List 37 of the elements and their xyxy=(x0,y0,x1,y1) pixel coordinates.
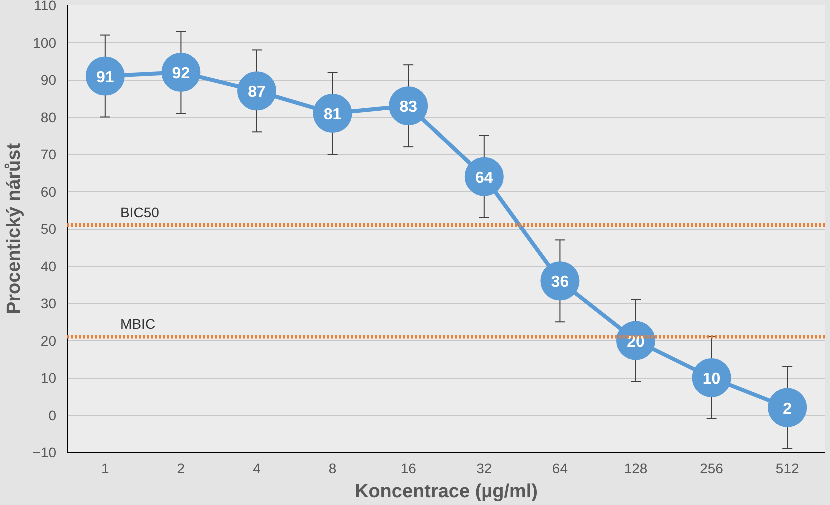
y-tick-label: 10 xyxy=(40,370,57,386)
ref-line-label: BIC50 xyxy=(120,204,160,220)
data-label: 64 xyxy=(476,170,494,187)
y-tick-label: 100 xyxy=(33,34,57,51)
x-tick-label: 64 xyxy=(552,460,568,476)
data-label: 81 xyxy=(324,106,342,124)
x-tick-label: 2 xyxy=(177,460,186,476)
x-tick-label: 128 xyxy=(624,460,648,476)
y-tick-label: 40 xyxy=(40,258,57,274)
y-tick-label: 90 xyxy=(40,72,57,88)
y-tick-label: −10 xyxy=(32,444,57,460)
y-axis-title: Procentický nárůst xyxy=(4,142,25,315)
data-label: 87 xyxy=(248,84,266,102)
y-tick-label: 80 xyxy=(40,109,57,126)
x-tick-label: 1 xyxy=(102,460,110,476)
x-tick-label: 16 xyxy=(400,460,417,476)
y-tick-label: 70 xyxy=(40,146,57,162)
data-label: 10 xyxy=(702,371,721,388)
x-axis-title: Koncentrace (µg/ml) xyxy=(354,482,538,502)
data-label: 91 xyxy=(96,69,114,86)
x-tick-label: 8 xyxy=(328,460,337,476)
data-label: 2 xyxy=(783,400,792,418)
x-tick-label: 32 xyxy=(476,460,492,476)
y-tick-label: 110 xyxy=(34,0,57,14)
x-tick-label: 256 xyxy=(700,460,724,476)
y-tick-label: 20 xyxy=(40,332,57,349)
x-tick-label: 4 xyxy=(253,460,262,476)
data-label: 83 xyxy=(400,99,418,116)
y-tick-label: 60 xyxy=(40,184,57,200)
point xyxy=(768,388,808,428)
data-label: 92 xyxy=(172,66,190,83)
ref-line-label: MBIC xyxy=(120,316,156,332)
y-tick-label: 30 xyxy=(40,296,57,312)
data-label: 36 xyxy=(551,274,570,292)
x-tick-label: 512 xyxy=(776,460,800,476)
y-tick-label: 0 xyxy=(48,407,57,424)
y-tick-label: 50 xyxy=(40,221,57,237)
